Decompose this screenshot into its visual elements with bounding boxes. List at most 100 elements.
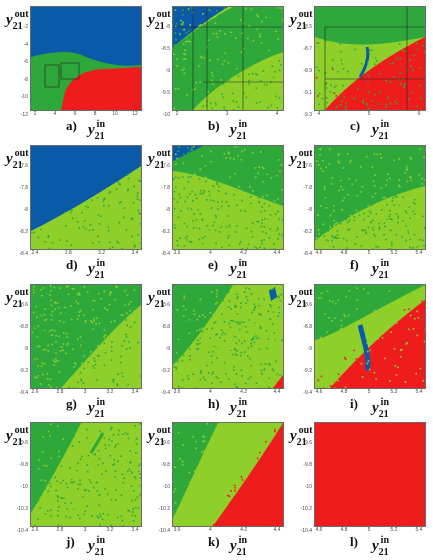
- x-tick-label: 3.4: [128, 250, 142, 256]
- basin-map: [172, 284, 284, 389]
- y-tick-label: -4: [14, 42, 28, 48]
- x-axis-label: y21in: [230, 117, 247, 144]
- panel-letter: j): [66, 534, 75, 550]
- x-tick-label: 4.6: [312, 389, 326, 395]
- y-tick-label: -8.9: [298, 68, 312, 74]
- y-tick-label: -9.4: [298, 390, 312, 396]
- y-tick-label: -10: [156, 112, 170, 118]
- x-tick-label: 12: [128, 111, 142, 117]
- basin-map-image: [315, 146, 425, 249]
- x-tick-label: 5.4: [412, 389, 426, 395]
- panel-letter: e): [208, 257, 218, 273]
- panel-letter: k): [208, 534, 220, 550]
- x-tick-label: 3: [78, 389, 92, 395]
- y-tick-label: -8.2: [14, 229, 28, 235]
- basin-map-image: [315, 7, 425, 110]
- x-tick-label: 3: [220, 111, 234, 117]
- x-tick-label: 4: [203, 250, 217, 256]
- y-tick-label: -9.2: [14, 368, 28, 374]
- y-tick-label: -9.2: [298, 368, 312, 374]
- y-tick-label: -8: [14, 77, 28, 83]
- basin-map: [172, 422, 284, 527]
- x-tick-label: 3.2: [103, 527, 117, 533]
- basin-map-image: [315, 423, 425, 526]
- panel-letter: d): [66, 257, 78, 273]
- basin-map: [30, 284, 142, 389]
- y-tick-label: -10.2: [298, 506, 312, 512]
- x-tick-label: 5: [362, 527, 376, 533]
- y-tick-label: -8: [156, 207, 170, 213]
- y-tick-label: -9: [156, 68, 170, 74]
- basin-map-image: [31, 7, 141, 110]
- y-tick-label: -9.8: [156, 462, 170, 468]
- basin-map: [314, 422, 426, 527]
- y-tick-label: -9.4: [156, 390, 170, 396]
- x-axis-label: y21in: [88, 256, 105, 283]
- x-tick-label: 4.4: [270, 527, 284, 533]
- x-tick-label: 3.2: [103, 389, 117, 395]
- y-tick-label: -8: [14, 207, 28, 213]
- x-axis-label: y21in: [230, 256, 247, 283]
- y-tick-label: -8: [298, 207, 312, 213]
- panel-letter: f): [350, 257, 359, 273]
- y-tick-label: -9.1: [298, 90, 312, 96]
- x-tick-label: 3.6: [170, 389, 184, 395]
- panel-letter: a): [66, 118, 77, 134]
- basin-map: [314, 145, 426, 250]
- panel-letter: c): [350, 118, 360, 134]
- panel-letter: i): [350, 396, 358, 412]
- basin-map: [172, 145, 284, 250]
- y-tick-label: -10.4: [298, 528, 312, 534]
- x-tick-label: 4.8: [337, 389, 351, 395]
- x-tick-label: 2.6: [28, 389, 42, 395]
- x-tick-label: 2.8: [53, 527, 67, 533]
- x-tick-label: 5: [362, 250, 376, 256]
- x-tick-label: 4: [48, 111, 62, 117]
- x-tick-label: 5.4: [412, 250, 426, 256]
- y-tick-label: -10: [298, 484, 312, 490]
- y-tick-label: -12: [14, 112, 28, 118]
- y-tick-label: -8.6: [156, 302, 170, 308]
- basin-map: [314, 284, 426, 389]
- y-tick-label: -8.8: [298, 324, 312, 330]
- basin-map: [30, 422, 142, 527]
- y-tick-label: -7.8: [298, 185, 312, 191]
- x-tick-label: 5.2: [387, 250, 401, 256]
- panel-letter: l): [350, 534, 358, 550]
- x-tick-label: 2: [28, 111, 42, 117]
- y-tick-label: -7.8: [14, 185, 28, 191]
- x-axis-label: y21in: [372, 256, 389, 283]
- y-tick-label: -10.2: [156, 506, 170, 512]
- y-tick-label: -7.8: [156, 185, 170, 191]
- y-tick-label: -10.2: [14, 506, 28, 512]
- y-tick-label: -9.3: [298, 112, 312, 118]
- x-axis-label: y21in: [372, 117, 389, 144]
- x-tick-label: 2: [170, 111, 184, 117]
- y-tick-label: -7.6: [156, 163, 170, 169]
- x-tick-label: 6: [68, 111, 82, 117]
- y-tick-label: -10: [14, 484, 28, 490]
- y-tick-label: -8.4: [298, 251, 312, 257]
- y-tick-label: -9: [14, 346, 28, 352]
- x-tick-label: 4: [203, 527, 217, 533]
- y-tick-label: -9.6: [14, 440, 28, 446]
- x-tick-label: 4.4: [270, 389, 284, 395]
- y-tick-label: -8.5: [156, 46, 170, 52]
- y-tick-label: -9.6: [156, 440, 170, 446]
- y-tick-label: -9.8: [298, 462, 312, 468]
- x-tick-label: 5.2: [387, 527, 401, 533]
- y-tick-label: -7.6: [298, 163, 312, 169]
- basin-map-image: [173, 285, 283, 388]
- y-tick-label: -8: [156, 24, 170, 30]
- x-tick-label: 4.2: [237, 527, 251, 533]
- y-tick-label: -8.4: [14, 251, 28, 257]
- x-axis-label: y21in: [230, 533, 247, 560]
